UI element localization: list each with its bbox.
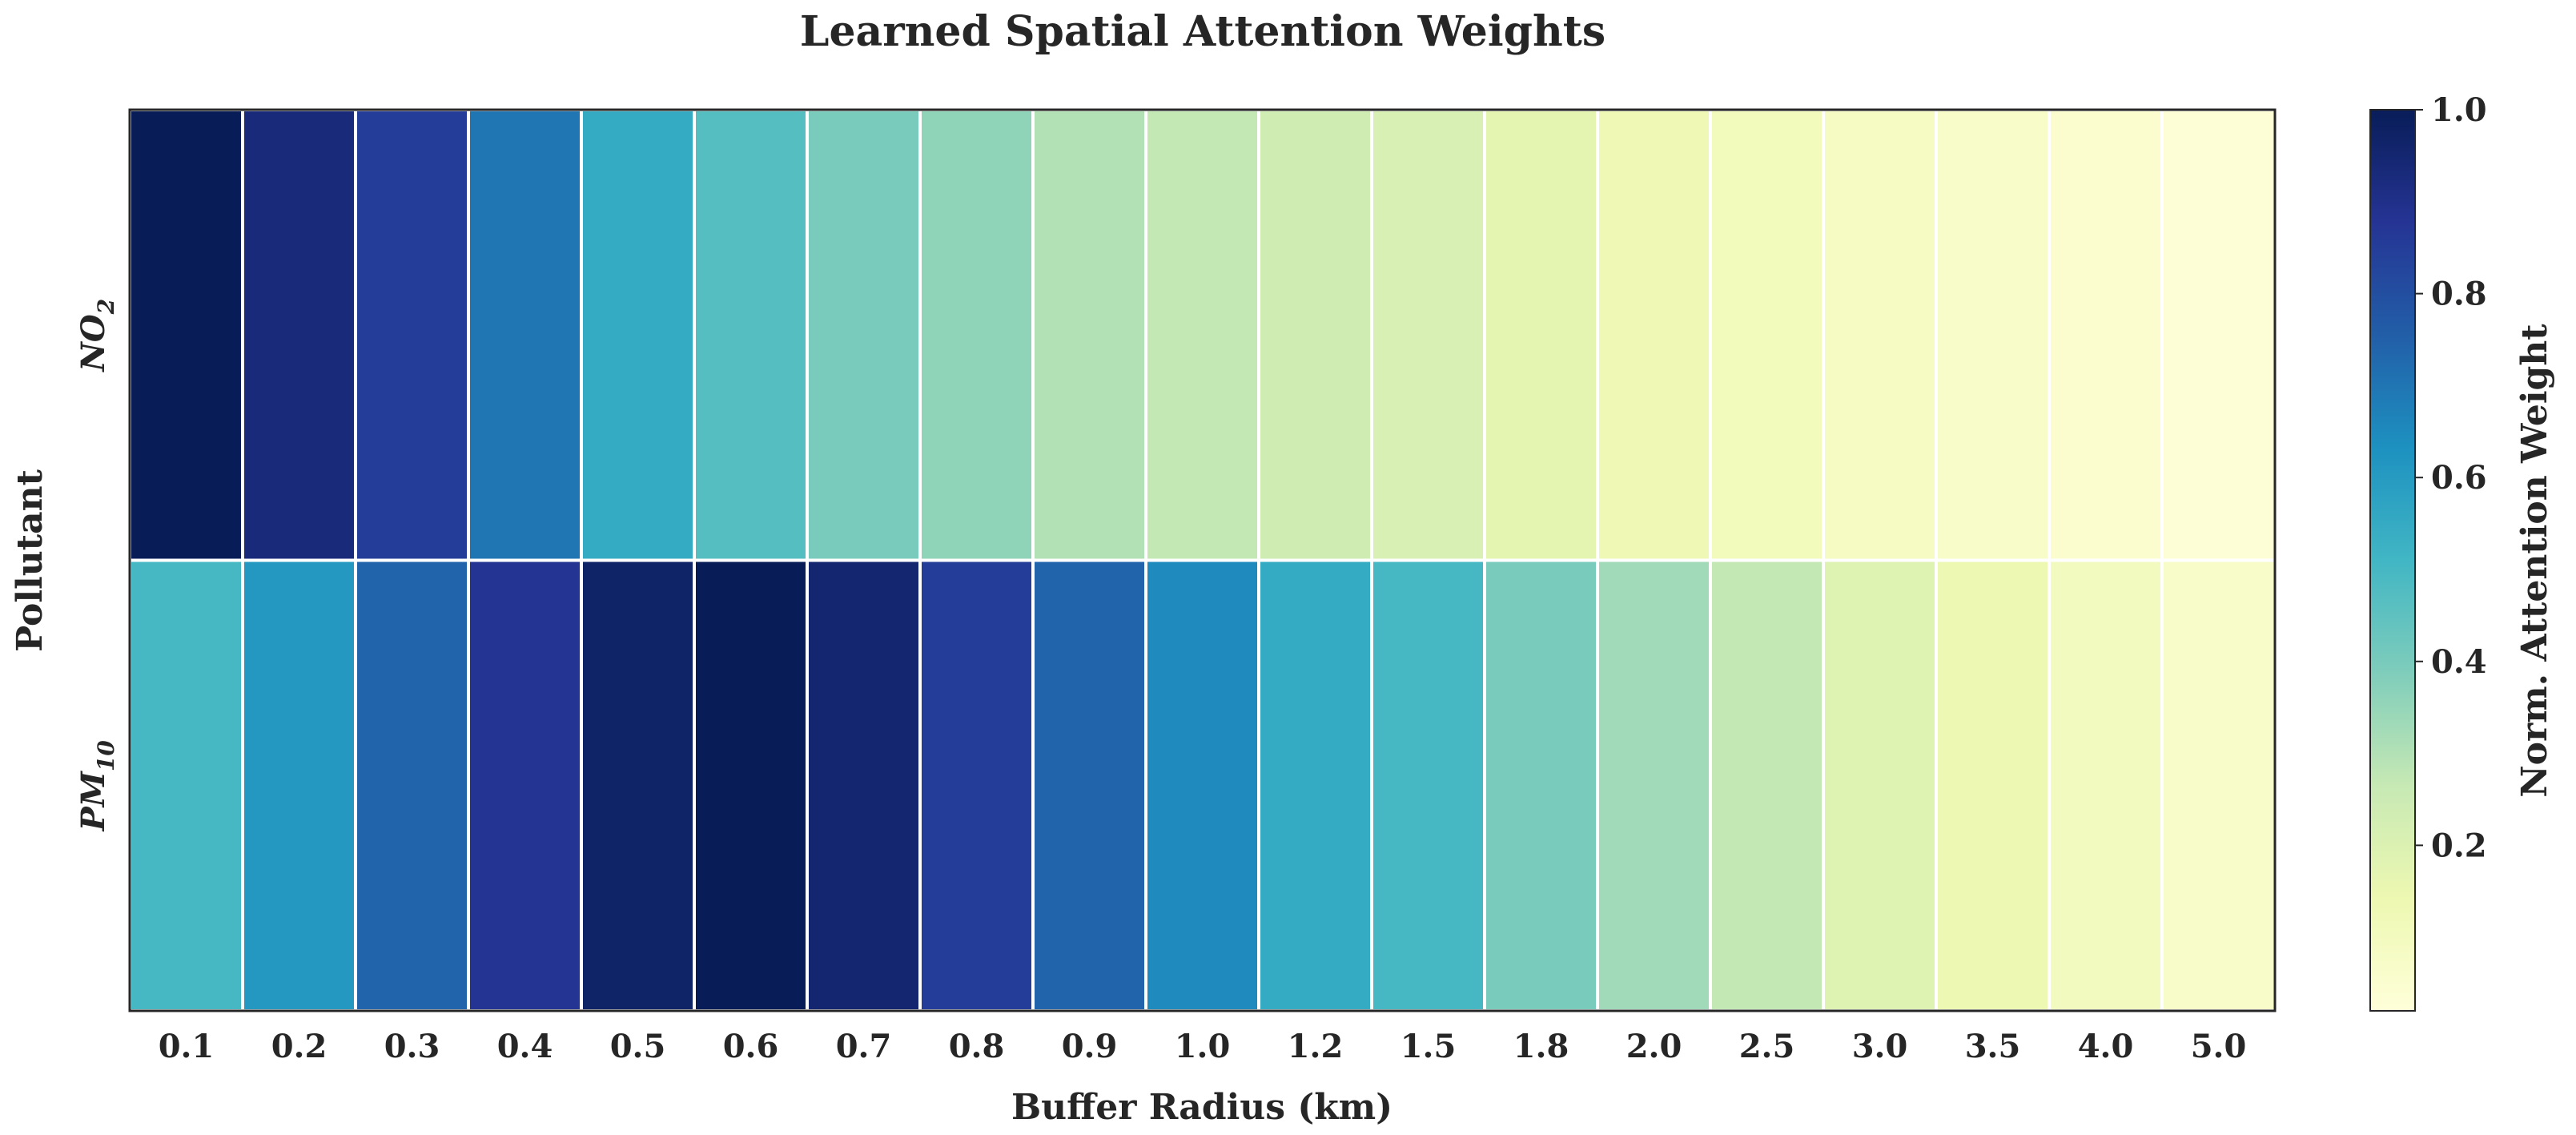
heatmap-cell — [1370, 108, 1486, 562]
colorbar-ticks: 0.2 0.4 0.6 0.8 1.0 — [2415, 91, 2487, 864]
heatmap-cell — [693, 558, 809, 1012]
x-tick-label: 1.2 — [1288, 1028, 1344, 1065]
heatmap-cell — [580, 558, 696, 1012]
heatmap-cell — [467, 558, 583, 1012]
heatmap-cell — [918, 558, 1035, 1012]
heatmap-cell — [918, 108, 1035, 562]
heatmap-cell — [1144, 108, 1260, 562]
heatmap-cell — [1935, 558, 2051, 1012]
heatmap-cells — [128, 108, 2277, 1012]
heatmap-cell — [1596, 558, 1712, 1012]
x-tick-label: 1.0 — [1175, 1028, 1231, 1065]
x-tick-label: 2.5 — [1739, 1028, 1795, 1065]
x-axis-label: Buffer Radius (km) — [1011, 1087, 1392, 1128]
x-tick-label: 3.5 — [1965, 1028, 2021, 1065]
x-tick-label: 1.5 — [1401, 1028, 1457, 1065]
heatmap-cell — [1031, 108, 1147, 562]
x-tick-label: 0.5 — [610, 1028, 666, 1065]
x-tick-label: 0.3 — [384, 1028, 440, 1065]
x-tick-label: 0.9 — [1062, 1028, 1118, 1065]
x-tick-label: 0.7 — [836, 1028, 892, 1065]
colorbar-tick-label: 0.2 — [2431, 827, 2487, 864]
colorbar — [2369, 109, 2416, 1012]
heatmap-cell — [1709, 108, 1825, 562]
colorbar-tick-label: 0.4 — [2431, 643, 2487, 681]
heatmap-cell — [1596, 108, 1712, 562]
heatmap-cell — [580, 108, 696, 562]
heatmap-cell — [1257, 108, 1373, 562]
chart-title: Learned Spatial Attention Weights — [800, 7, 1605, 56]
heatmap-cell — [1822, 558, 1938, 1012]
heatmap-cell — [2160, 108, 2277, 562]
y-tick-label: NO2 — [74, 299, 119, 373]
y-tick-label: PM10 — [74, 740, 119, 832]
heatmap-cell — [806, 108, 922, 562]
heatmap-cell — [1709, 558, 1825, 1012]
colorbar-tick-label: 0.8 — [2431, 276, 2487, 313]
heatmap-cell — [128, 558, 244, 1012]
heatmap-cell — [2048, 108, 2164, 562]
heatmap-cell — [128, 108, 244, 562]
colorbar-tick-label: 0.6 — [2431, 459, 2487, 497]
heatmap-cell — [2160, 558, 2277, 1012]
x-tick-label: 2.0 — [1626, 1028, 1682, 1065]
heatmap-cell — [354, 108, 470, 562]
heatmap-cell — [1031, 558, 1147, 1012]
heatmap-cell — [354, 558, 470, 1012]
x-tick-labels: 0.1 0.2 0.3 0.4 0.5 0.6 0.7 0.8 0.9 1.0 1.2 1.5 1.8 2… — [159, 1028, 2247, 1065]
y-axis-label: Pollutant — [10, 469, 50, 651]
heatmap-cell — [1144, 558, 1260, 1012]
colorbar-tick-label: 1.0 — [2431, 91, 2487, 129]
heatmap-cell — [2048, 558, 2164, 1012]
x-tick-label: 0.8 — [949, 1028, 1005, 1065]
heatmap-cell — [467, 108, 583, 562]
heatmap-cell — [1257, 558, 1373, 1012]
heatmap-cell — [1370, 558, 1486, 1012]
x-tick-label: 0.6 — [723, 1028, 779, 1065]
y-tick-labels: NO2 PM10 — [74, 299, 119, 832]
heatmap-cell — [241, 108, 357, 562]
x-tick-label: 1.8 — [1513, 1028, 1569, 1065]
heatmap-cell — [1483, 558, 1599, 1012]
heatmap-cell — [241, 558, 357, 1012]
x-tick-label: 0.1 — [159, 1028, 215, 1065]
heatmap-cell — [1935, 108, 2051, 562]
heatmap-cell — [1822, 108, 1938, 562]
x-tick-label: 3.0 — [1852, 1028, 1908, 1065]
heatmap-cell — [1483, 108, 1599, 562]
x-tick-label: 4.0 — [2078, 1028, 2134, 1065]
colorbar-label: Norm. Attention Weight — [2514, 324, 2555, 798]
x-tick-label: 0.4 — [497, 1028, 553, 1065]
heatmap-cell — [693, 108, 809, 562]
x-tick-label: 0.2 — [271, 1028, 328, 1065]
plot-frame — [128, 108, 2277, 1012]
heatmap-cell — [806, 558, 922, 1012]
x-tick-label: 5.0 — [2191, 1028, 2247, 1065]
